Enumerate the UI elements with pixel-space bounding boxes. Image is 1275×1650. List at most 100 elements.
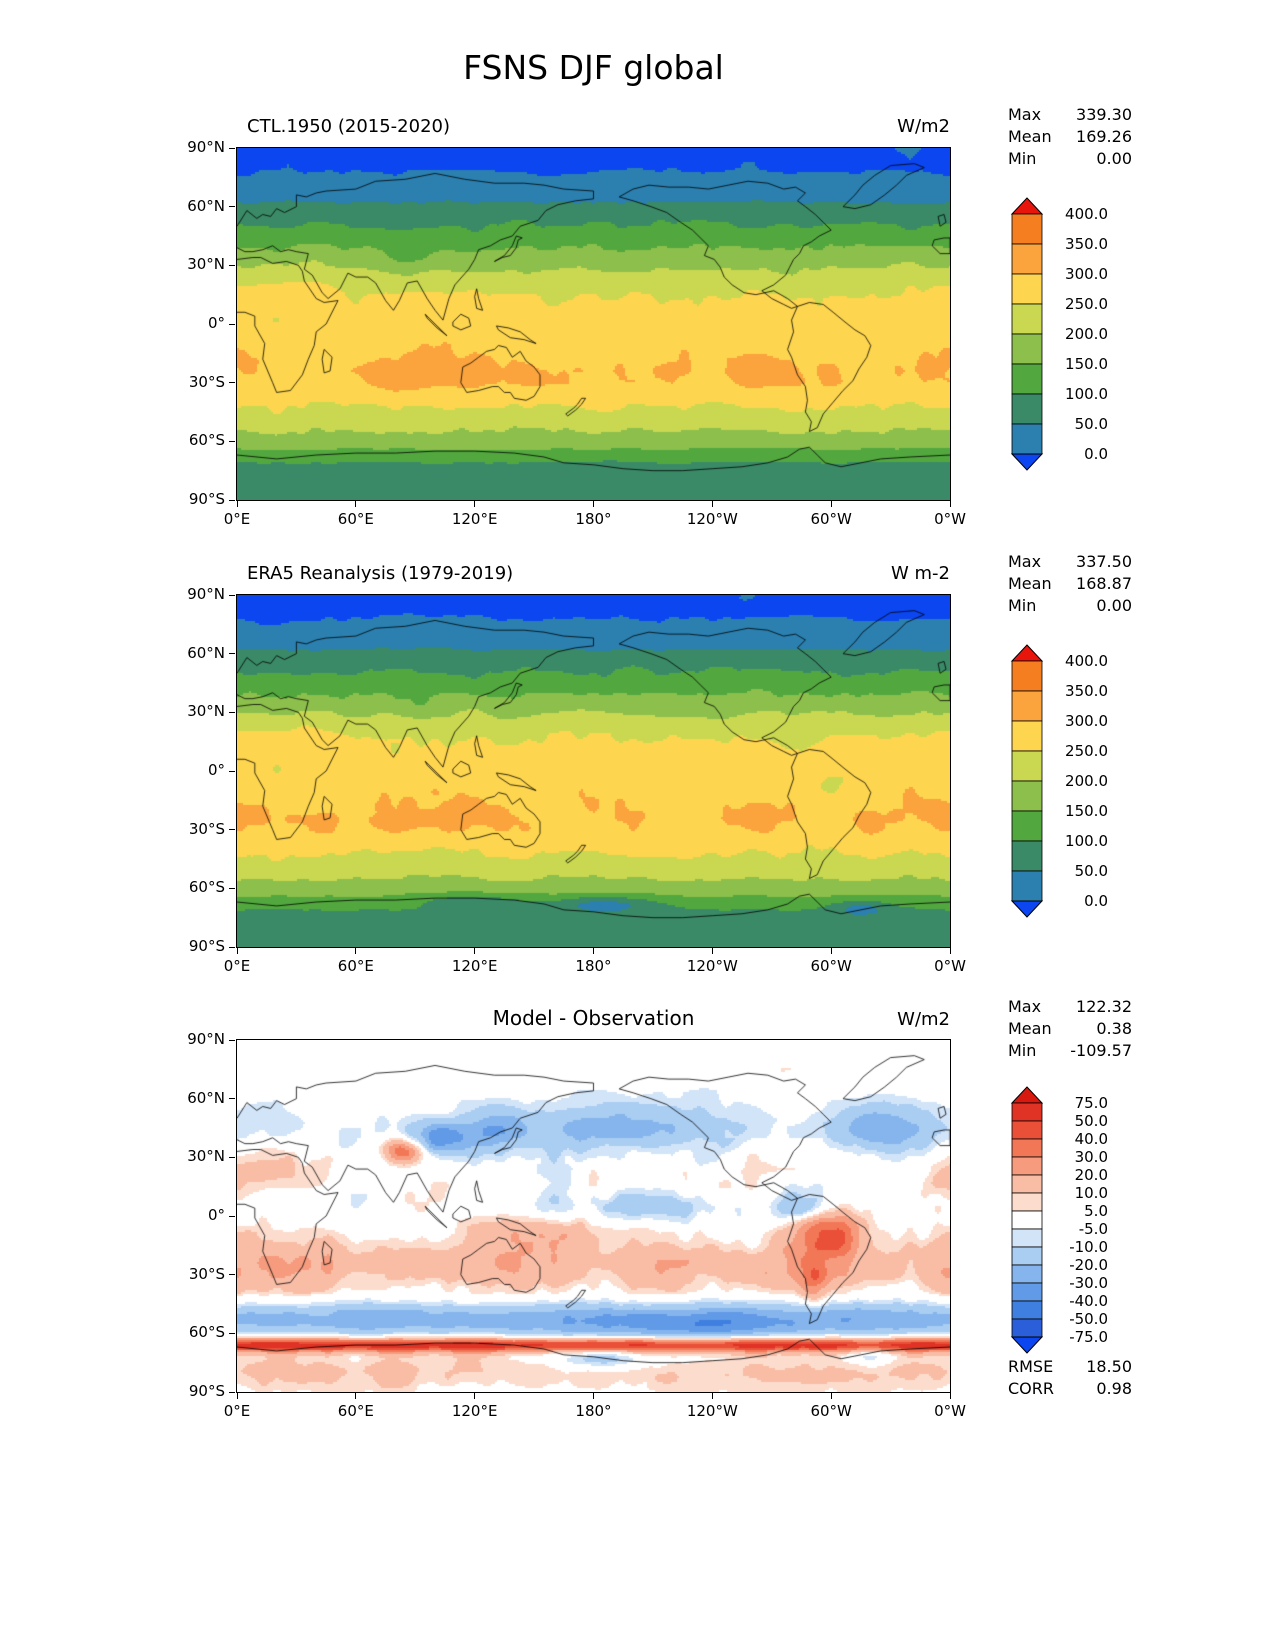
panel-2-stats: Max 337.50 Mean 168.87 Min 0.00 (1008, 551, 1132, 617)
colorbar-segment (1011, 393, 1043, 425)
colorbar-segment (1011, 840, 1043, 872)
y-tick-label: 60°N (187, 643, 225, 662)
stat-row: Min -109.57 (1008, 1040, 1132, 1062)
y-tick-label: 90°N (187, 585, 225, 603)
x-tick-mark (711, 1393, 713, 1399)
colorbar-tick-label: 350.0 (1065, 235, 1108, 253)
stat-label: Min (1008, 149, 1037, 168)
y-tick-mark (229, 946, 235, 948)
colorbar-tick-label: 300.0 (1065, 712, 1108, 730)
y-tick-label: 60°S (188, 878, 225, 897)
y-tick-mark (229, 206, 235, 208)
stat-value: 0.00 (1096, 596, 1132, 615)
y-tick-label: 90°S (188, 937, 225, 955)
panel-2-units: W m-2 (890, 563, 950, 584)
colorbar-tick-label: 10.0 (1075, 1184, 1108, 1202)
x-tick-mark (830, 501, 832, 507)
x-tick-label: 180° (575, 510, 612, 528)
x-tick-mark (474, 1393, 476, 1399)
colorbar-arrow (1010, 1336, 1044, 1354)
colorbar-segment (1011, 1300, 1043, 1320)
y-tick-mark (229, 147, 235, 149)
y-tick-mark (229, 1215, 235, 1217)
panel-1-units: W/m2 (897, 116, 950, 137)
colorbar-arrow (1010, 644, 1044, 662)
y-tick-mark (229, 1156, 235, 1158)
x-tick-label: 120°W (686, 957, 738, 975)
colorbar-tick-label: 100.0 (1065, 832, 1108, 850)
stat-row: Mean 169.26 (1008, 126, 1132, 148)
colorbar-tick-label: 50.0 (1075, 415, 1108, 433)
colorbar-tick-label: 50.0 (1075, 1112, 1108, 1130)
colorbar-arrow (1010, 900, 1044, 918)
colorbar-segment (1011, 780, 1043, 812)
stat-row: Max 122.32 (1008, 996, 1132, 1018)
stat-row: Min 0.00 (1008, 148, 1132, 170)
colorbar-tick-label: 0.0 (1084, 892, 1108, 910)
x-tick-label: 120°E (451, 510, 498, 528)
y-tick-mark (229, 440, 235, 442)
x-tick-mark (355, 1393, 357, 1399)
y-tick-label: 60°N (187, 196, 225, 215)
x-tick-mark (830, 948, 832, 954)
x-tick-mark (236, 1393, 238, 1399)
panel-1-map-canvas (237, 148, 950, 500)
x-tick-label: 0°W (934, 510, 966, 528)
y-tick-label: 30°N (187, 255, 225, 274)
y-tick-label: 90°S (188, 1382, 225, 1400)
x-tick-label: 120°W (686, 1402, 738, 1420)
x-tick-label: 0°W (934, 1402, 966, 1420)
y-tick-mark (229, 1098, 235, 1100)
y-tick-mark (229, 829, 235, 831)
colorbar-tick-label: 40.0 (1075, 1130, 1108, 1148)
colorbar-tick-label: -30.0 (1069, 1274, 1108, 1292)
panel-1-colorbar: 400.0 350.0 300.0 250.0 200.0 150.0 100.0 50.0 0… (1010, 197, 1108, 471)
colorbar-tick-label: 250.0 (1065, 742, 1108, 760)
colorbar-tick-label: -10.0 (1069, 1238, 1108, 1256)
colorbar-tick-label: 75.0 (1075, 1094, 1108, 1112)
colorbar-segment (1011, 1318, 1043, 1338)
colorbar-tick-label: 400.0 (1065, 205, 1108, 223)
x-tick-mark (474, 948, 476, 954)
stat-label: Mean (1008, 574, 1052, 593)
stat-value: 0.00 (1096, 149, 1132, 168)
y-tick-label: 0° (207, 761, 225, 779)
colorbar-segment (1011, 690, 1043, 722)
figure-title: FSNS DJF global (463, 48, 724, 87)
colorbar-segment (1011, 1264, 1043, 1284)
y-tick-mark (229, 323, 235, 325)
colorbar-segment (1011, 1282, 1043, 1302)
stat-row: CORR 0.98 (1008, 1378, 1132, 1400)
colorbar-segment (1011, 1156, 1043, 1176)
stat-value: 0.38 (1096, 1019, 1132, 1038)
stat-row: Max 337.50 (1008, 551, 1132, 573)
stat-value: 339.30 (1076, 105, 1132, 124)
stat-label: Min (1008, 1041, 1037, 1060)
x-tick-label: 180° (575, 1402, 612, 1420)
stat-row: Mean 168.87 (1008, 573, 1132, 595)
colorbar-tick-label: 5.0 (1084, 1202, 1108, 1220)
colorbar-segment (1011, 1192, 1043, 1212)
stat-row: Mean 0.38 (1008, 1018, 1132, 1040)
colorbar-segment (1011, 213, 1043, 245)
colorbar-segment (1011, 870, 1043, 902)
x-tick-mark (236, 501, 238, 507)
colorbar-tick-label: 350.0 (1065, 682, 1108, 700)
colorbar-tick-label: -40.0 (1069, 1292, 1108, 1310)
y-tick-mark (229, 1332, 235, 1334)
panel-2-map-frame (236, 594, 951, 948)
x-tick-label: 120°E (451, 957, 498, 975)
stat-label: Mean (1008, 1019, 1052, 1038)
x-tick-mark (593, 1393, 594, 1399)
y-tick-mark (229, 887, 235, 889)
x-tick-mark (355, 948, 357, 954)
x-tick-label: 0°E (223, 510, 251, 528)
stat-row: Max 339.30 (1008, 104, 1132, 126)
colorbar-tick-label: 100.0 (1065, 385, 1108, 403)
colorbar-arrow (1010, 453, 1044, 471)
x-tick-mark (949, 501, 951, 507)
colorbar-segment (1011, 1228, 1043, 1248)
x-tick-mark (474, 501, 476, 507)
panel-1-title: CTL.1950 (2015-2020) (247, 116, 451, 137)
